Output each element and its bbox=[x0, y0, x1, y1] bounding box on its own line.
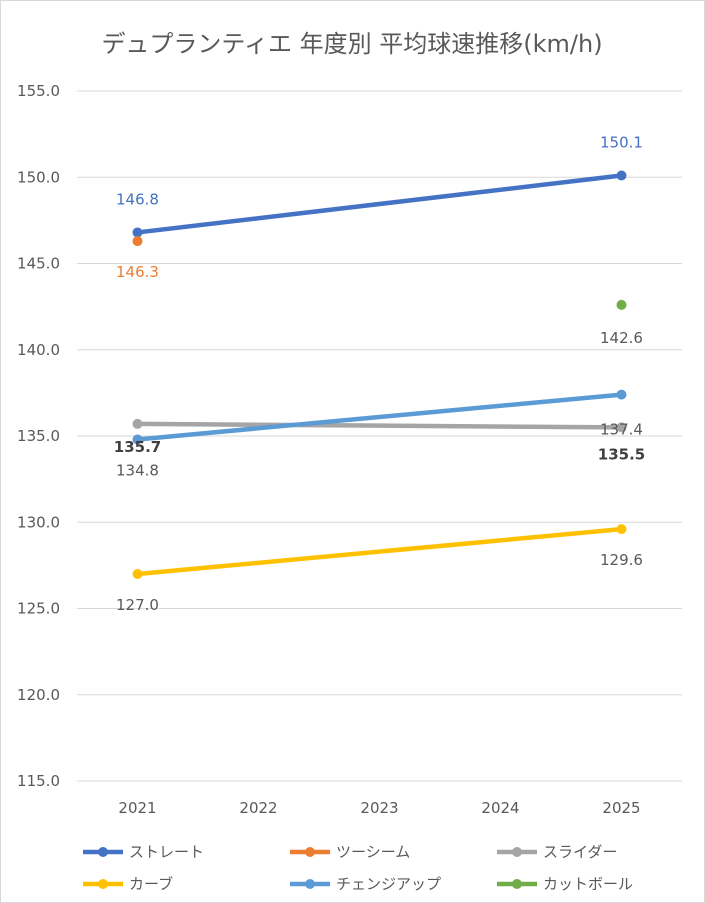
x-tick-label: 2023 bbox=[360, 799, 398, 817]
data-label: 146.8 bbox=[116, 190, 159, 208]
data-label: 135.5 bbox=[598, 445, 645, 463]
x-tick-label: 2025 bbox=[602, 799, 640, 817]
data-point bbox=[616, 422, 627, 433]
legend-swatch-marker bbox=[512, 879, 522, 889]
data-labels: 146.8 150.1 146.3 135.7 135.5 127.0 129.6 134.8… bbox=[114, 134, 645, 614]
series-points bbox=[132, 170, 627, 579]
y-tick-label: 155.0 bbox=[17, 82, 60, 100]
data-point bbox=[616, 299, 627, 310]
data-label: 137.4 bbox=[600, 421, 643, 439]
data-point bbox=[616, 389, 627, 400]
legend-label: チェンジアップ bbox=[336, 875, 441, 893]
series-line bbox=[135, 421, 624, 430]
series-line bbox=[135, 526, 624, 577]
legend-swatch-marker bbox=[98, 879, 108, 889]
y-tick-label: 125.0 bbox=[17, 600, 60, 618]
legend-swatch-marker bbox=[305, 847, 315, 857]
y-tick-label: 115.0 bbox=[17, 772, 60, 790]
data-label: 135.7 bbox=[114, 438, 161, 456]
series-line bbox=[135, 392, 624, 442]
y-axis-ticks: 115.0 120.0 125.0 130.0 135.0 140.0 145.0 150.0… bbox=[17, 82, 60, 790]
data-point bbox=[132, 569, 143, 579]
data-label: 129.6 bbox=[600, 551, 643, 569]
y-tick-label: 145.0 bbox=[17, 255, 60, 273]
data-point bbox=[132, 418, 143, 429]
legend-swatch-marker bbox=[512, 847, 522, 857]
x-tick-label: 2021 bbox=[118, 799, 156, 817]
chart-title: デュプランティエ 年度別 平均球速推移(km/h) bbox=[101, 30, 602, 58]
data-label: 127.0 bbox=[116, 596, 159, 614]
series-lines bbox=[135, 173, 624, 577]
y-tick-label: 120.0 bbox=[17, 686, 60, 704]
data-label: 134.8 bbox=[116, 461, 159, 479]
x-tick-label: 2024 bbox=[481, 799, 519, 817]
legend-label: カットボール bbox=[543, 875, 633, 893]
legend-label: スライダー bbox=[543, 843, 617, 861]
gridlines bbox=[77, 90, 682, 782]
data-label: 150.1 bbox=[600, 134, 643, 152]
data-point bbox=[616, 524, 627, 535]
data-point bbox=[132, 227, 143, 238]
x-tick-label: 2022 bbox=[239, 799, 277, 817]
legend-label: ストレート bbox=[129, 843, 204, 861]
data-point bbox=[132, 236, 143, 247]
y-tick-label: 135.0 bbox=[17, 427, 60, 445]
legend-label: カーブ bbox=[129, 875, 173, 893]
data-point bbox=[132, 434, 143, 445]
y-tick-label: 130.0 bbox=[17, 513, 60, 531]
y-tick-label: 150.0 bbox=[17, 168, 60, 186]
x-axis-ticks: 2021 2022 2023 2024 2025 bbox=[118, 799, 640, 817]
series-line bbox=[135, 173, 624, 235]
y-tick-label: 140.0 bbox=[17, 341, 60, 359]
data-label: 146.3 bbox=[116, 263, 159, 281]
data-label: 142.6 bbox=[600, 329, 643, 347]
legend-label: ツーシーム bbox=[336, 843, 410, 861]
legend-swatch-marker bbox=[98, 847, 108, 857]
data-point bbox=[616, 170, 627, 181]
legend-swatch-marker bbox=[305, 879, 315, 889]
